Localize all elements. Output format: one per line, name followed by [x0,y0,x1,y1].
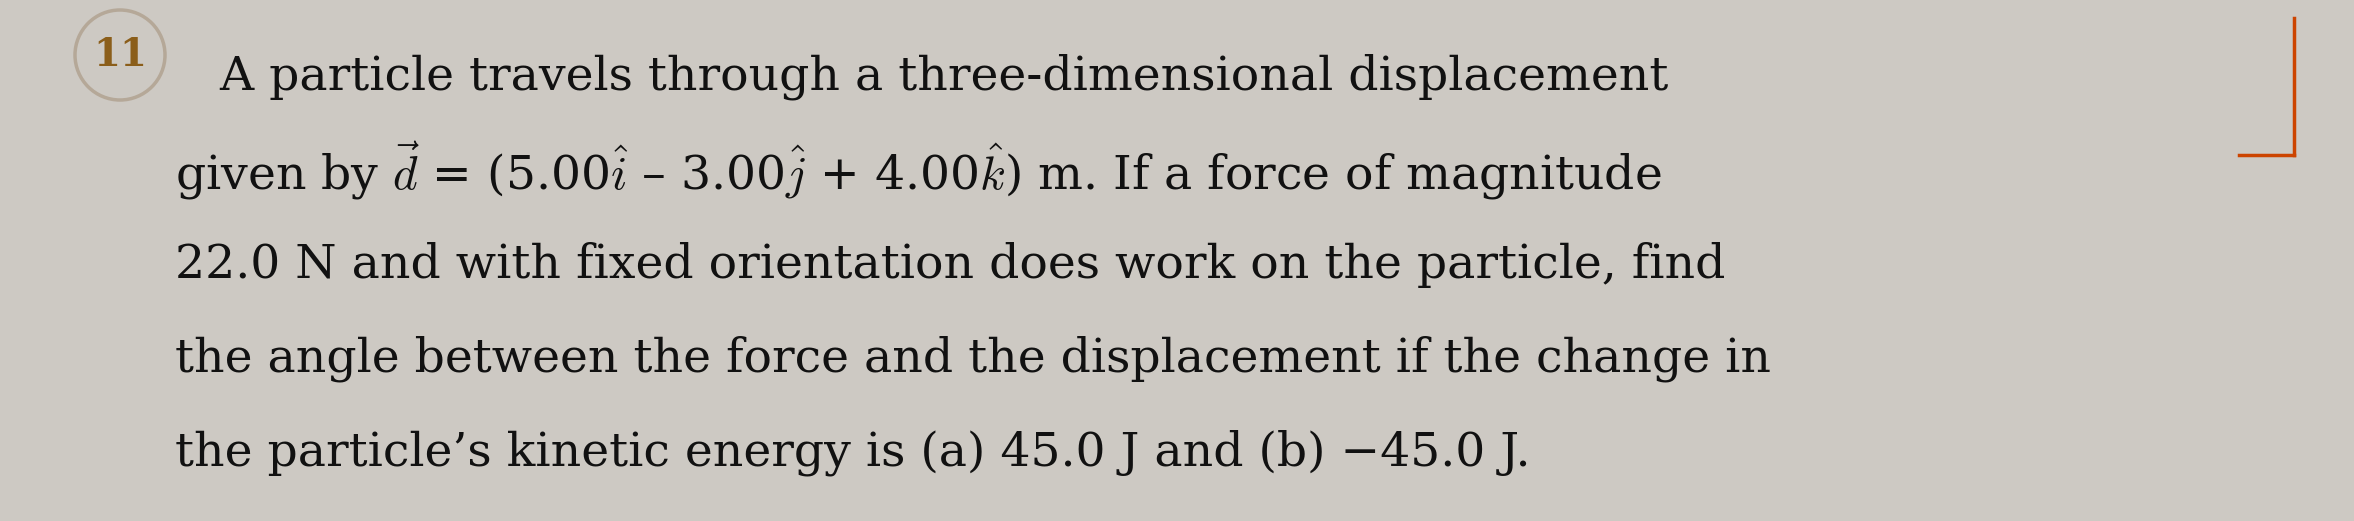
Text: the angle between the force and the displacement if the change in: the angle between the force and the disp… [174,336,1770,382]
Text: 22.0 N and with fixed orientation does work on the particle, find: 22.0 N and with fixed orientation does w… [174,242,1725,288]
Text: given by $\vec{d}$ = (5.00$\hat{i}$ – 3.00$\hat{j}$ + 4.00$\hat{k}$) m. If a for: given by $\vec{d}$ = (5.00$\hat{i}$ – 3.… [174,140,1662,202]
Text: the particle’s kinetic energy is (a) 45.0 J and (b) −45.0 J.: the particle’s kinetic energy is (a) 45.… [174,430,1530,476]
Text: A particle travels through a three-dimensional displacement: A particle travels through a three-dimen… [174,54,1669,100]
Text: 11: 11 [94,36,146,74]
